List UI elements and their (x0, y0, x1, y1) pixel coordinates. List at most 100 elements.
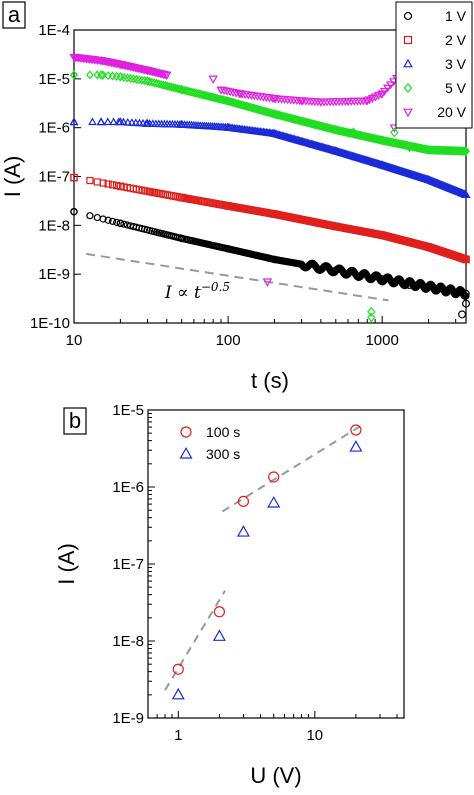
series-1v (70, 207, 470, 300)
data-point (237, 495, 250, 508)
data-point (424, 175, 434, 184)
data-point (331, 266, 340, 275)
data-point (88, 117, 97, 126)
data-point (155, 79, 163, 89)
data-point (165, 82, 174, 92)
data-point (138, 75, 146, 85)
panel-b-legend: 100 s 300 s (179, 424, 240, 462)
data-point (157, 79, 165, 90)
data-point (104, 216, 112, 224)
legend-label: 300 s (206, 446, 240, 462)
data-point (270, 255, 279, 264)
data-point (222, 87, 232, 96)
data-point (127, 118, 137, 126)
panel-a-y-tick-label: 1E-5 (38, 71, 70, 88)
data-point (424, 243, 433, 251)
outlier-point (208, 75, 218, 84)
panel-a-y-tick-label: 1E-9 (38, 266, 70, 283)
data-point (331, 125, 340, 135)
data-point (97, 70, 106, 80)
data-point (99, 179, 107, 187)
data-point (116, 219, 125, 228)
formula-exponent: −0.5 (201, 280, 230, 294)
panel-b-y-tick-label: 1E-9 (112, 710, 144, 727)
panel-a-label: a (8, 2, 21, 27)
data-point (113, 218, 121, 226)
data-point (223, 122, 233, 131)
outlier-point (462, 299, 471, 308)
panel-b-x-tick-label: 1 (174, 727, 182, 744)
data-point (331, 146, 341, 155)
data-point (268, 471, 280, 483)
data-point (161, 81, 170, 91)
data-point (378, 135, 387, 146)
panel-a-y-axis-label: I (A) (0, 156, 25, 198)
panel-b-y-tick-label: 1E-8 (112, 633, 144, 650)
series-3v (69, 117, 471, 199)
data-point (69, 117, 79, 126)
panel-b-guide-line (221, 424, 363, 513)
data-point (424, 283, 433, 291)
panel-b-frame (147, 409, 405, 719)
legend-box (395, 1, 473, 129)
data-point (152, 78, 161, 88)
series-20v (69, 53, 405, 107)
data-point (104, 71, 112, 81)
data-point (462, 255, 470, 264)
data-point (349, 440, 363, 452)
data-point (380, 87, 390, 96)
series-2v (70, 173, 470, 264)
series-300s (171, 440, 363, 700)
legend-label: 5 V (445, 80, 467, 96)
data-point (70, 207, 78, 216)
data-point (424, 145, 433, 155)
panel-a-legend: 1 V 2 V 3 V 5 V 20 V (395, 1, 473, 129)
data-point (93, 178, 101, 186)
outlier-point (262, 278, 273, 287)
legend-marker (403, 35, 413, 45)
data-point (108, 181, 117, 189)
data-point (177, 234, 186, 243)
panel-a-guide-line (86, 252, 389, 302)
data-point (99, 70, 107, 80)
data-point (177, 119, 187, 128)
data-point (116, 182, 125, 191)
panel-a-y-tick-label: 1E-10 (30, 315, 70, 332)
outlier-point (405, 281, 414, 290)
panel-a-x-tick-label: 100 (216, 332, 241, 349)
data-point (159, 80, 168, 90)
data-point (231, 89, 241, 98)
data-point (177, 84, 186, 95)
legend-label: 3 V (445, 56, 467, 72)
data-point (378, 275, 386, 283)
outlier-point (458, 310, 467, 319)
data-point (462, 292, 470, 300)
data-point (219, 87, 229, 96)
data-point (86, 176, 94, 185)
data-point (224, 96, 233, 106)
panel-a-y-tick-label: 1E-4 (38, 22, 70, 39)
outlier-point (390, 127, 399, 138)
legend-marker (403, 11, 413, 21)
data-point (386, 81, 396, 90)
data-point (462, 289, 470, 298)
panel-a-y-tick-label: 1E-7 (38, 169, 70, 186)
data-point (331, 222, 340, 231)
panel-a-x-tick-label: 10 (66, 332, 83, 349)
data-point (99, 215, 107, 223)
data-point (224, 245, 232, 253)
panel-a-x-axis-label: t (s) (251, 368, 289, 393)
data-point (140, 76, 149, 86)
data-point (269, 128, 280, 137)
data-point (142, 118, 153, 127)
data-point (177, 193, 186, 202)
panel-b-label: b (69, 408, 81, 433)
data-point (132, 74, 141, 84)
data-point (462, 146, 470, 156)
data-point (270, 210, 279, 218)
legend-label: 100 s (206, 424, 240, 440)
data-point (216, 86, 226, 95)
panel-a-y-tick-label: 1E-8 (38, 217, 70, 234)
data-point (461, 189, 471, 199)
